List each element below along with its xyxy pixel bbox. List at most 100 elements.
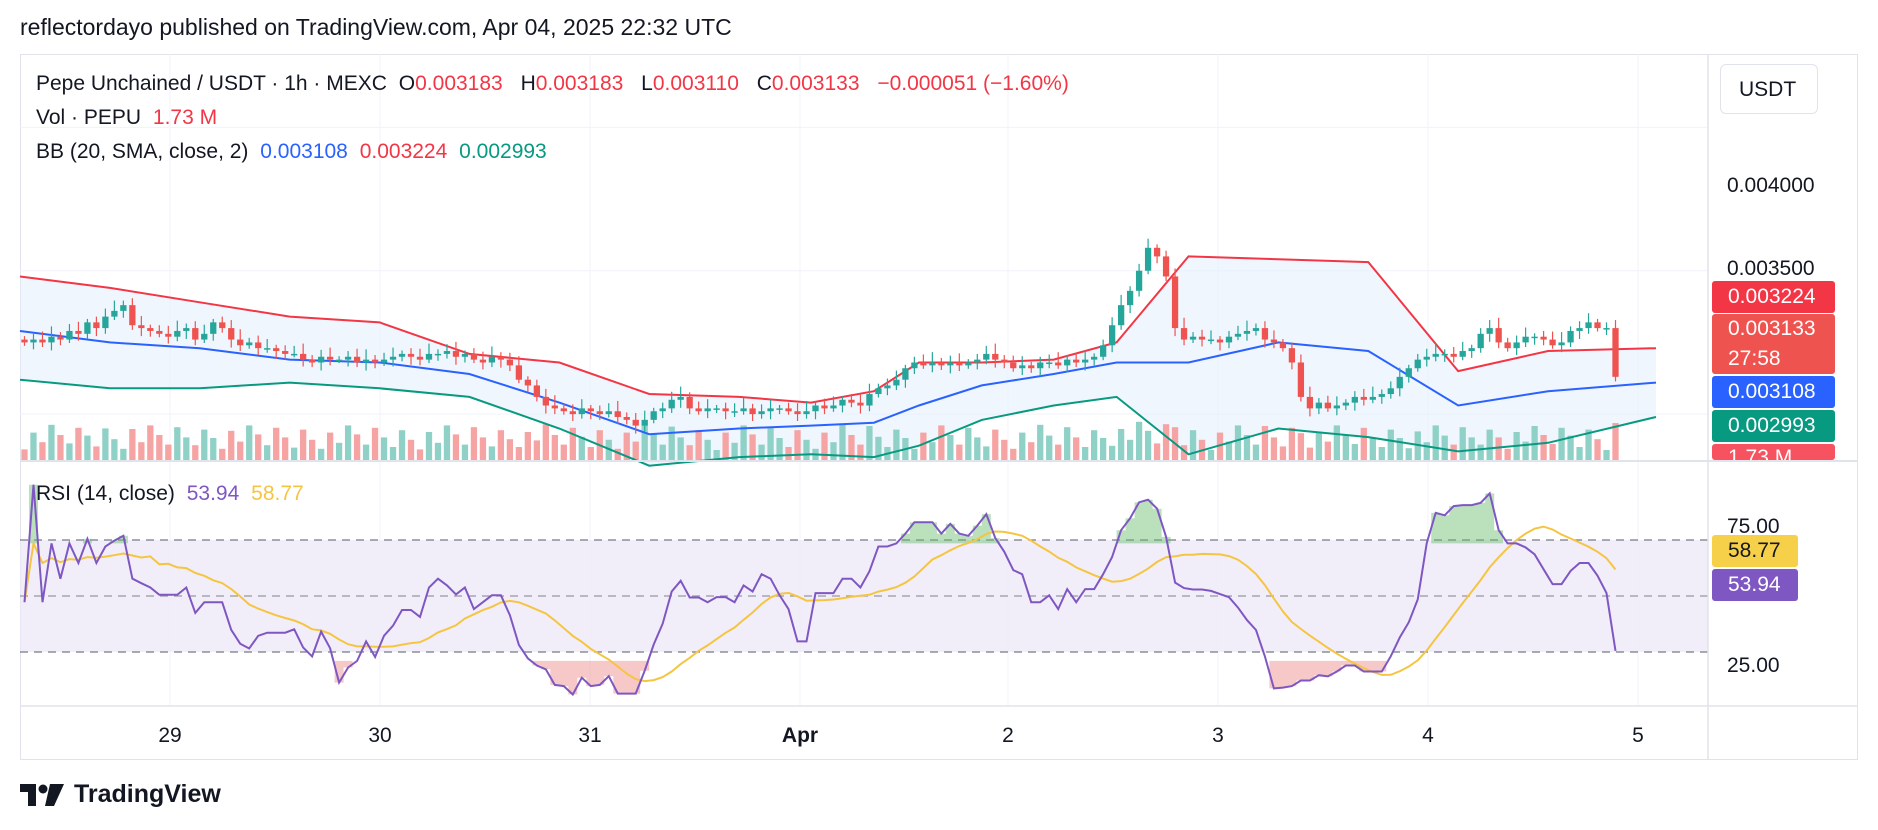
- volume-bar: [93, 446, 100, 460]
- candle-body: [273, 348, 280, 352]
- volume-bar: [111, 439, 118, 460]
- candle-body: [884, 385, 891, 389]
- volume-bar: [1378, 447, 1385, 460]
- candle-body: [1135, 270, 1143, 291]
- volume-bar: [371, 427, 379, 460]
- volume-bar: [1504, 448, 1511, 460]
- candle-body: [623, 416, 630, 420]
- candle-body: [1450, 353, 1457, 357]
- time-tick-29: 29: [158, 724, 181, 747]
- volume-bar: [992, 429, 999, 460]
- candle-body: [1108, 325, 1116, 346]
- candle-body: [1342, 402, 1349, 406]
- volume-bar: [282, 437, 289, 460]
- candle-body: [1162, 256, 1170, 277]
- candle-body: [192, 328, 199, 340]
- candle-body: [767, 408, 774, 412]
- volume-bar: [803, 439, 810, 460]
- candle-body: [66, 330, 73, 340]
- volume-bar: [165, 444, 172, 460]
- tradingview-logo[interactable]: TradingView: [20, 780, 221, 809]
- symbol-title[interactable]: Pepe Unchained / USDT · 1h · MEXC: [36, 72, 387, 95]
- volume-bar: [1387, 429, 1394, 460]
- volume-bar: [1108, 445, 1116, 460]
- volume-bar: [201, 429, 208, 460]
- volume-bar: [911, 448, 918, 460]
- time-axis[interactable]: 29 30 31 Apr 2 3 4 5: [158, 724, 1644, 747]
- volume-bar: [857, 444, 864, 460]
- volume-bar: [1594, 439, 1601, 460]
- candlesticks: [21, 238, 1619, 434]
- high-value: 0.003183: [535, 72, 624, 95]
- volume-label[interactable]: Vol · PEPU: [36, 106, 142, 129]
- candle-body: [749, 408, 756, 415]
- candle-body: [371, 359, 379, 363]
- volume-bar: [1243, 435, 1251, 460]
- volume-bar: [821, 432, 828, 460]
- volume-bar: [1495, 437, 1502, 460]
- volume-bar: [273, 427, 280, 460]
- volume-bar: [219, 448, 226, 460]
- candle-body: [1270, 339, 1278, 343]
- candle-body: [416, 356, 424, 360]
- bb-label[interactable]: BB (20, SMA, close, 2): [36, 140, 249, 163]
- volume-bar: [1567, 435, 1574, 460]
- quote-unit-button[interactable]: USDT: [1720, 64, 1818, 114]
- volume-bar: [1261, 426, 1269, 460]
- candle-body: [1441, 353, 1448, 356]
- volume-bar: [102, 428, 109, 460]
- candle-body: [39, 339, 46, 343]
- volume-bar: [740, 425, 747, 460]
- candle-body: [1055, 362, 1062, 366]
- candle-body: [866, 394, 873, 406]
- volume-bar: [641, 424, 648, 460]
- volume-bar: [1342, 435, 1349, 460]
- candle-body: [533, 385, 540, 397]
- candle-body: [147, 328, 154, 331]
- candle-body: [686, 396, 693, 409]
- volume-bar: [1252, 444, 1260, 460]
- volume-bar: [1333, 425, 1340, 460]
- candle-body: [731, 411, 738, 413]
- candle-body: [1396, 376, 1403, 389]
- volume-bar: [84, 435, 91, 460]
- candle-body: [1126, 290, 1134, 306]
- volume-bar: [1360, 427, 1367, 460]
- time-tick-3: 3: [1212, 724, 1224, 747]
- rsi-label[interactable]: RSI (14, close): [36, 482, 175, 505]
- brand-name: TradingView: [74, 780, 221, 808]
- candle-body: [1540, 336, 1547, 340]
- rsi-ma-value: 58.77: [251, 482, 304, 505]
- candle-body: [1243, 330, 1251, 334]
- volume-bar: [677, 437, 684, 460]
- candle-body: [803, 411, 810, 415]
- chart-frame[interactable]: [20, 54, 1858, 760]
- candle-body: [515, 365, 523, 380]
- candle-body: [479, 359, 487, 363]
- candle-body: [1082, 359, 1089, 363]
- volume-bar: [1585, 429, 1592, 460]
- volume-bar: [515, 447, 523, 460]
- candle-body: [1117, 305, 1125, 326]
- volume-bar: [1001, 439, 1008, 460]
- time-tick-Apr: Apr: [782, 724, 818, 747]
- candle-body: [443, 351, 451, 354]
- candle-body: [1576, 328, 1583, 331]
- volume-bar: [398, 430, 406, 460]
- volume-bar: [1153, 443, 1161, 460]
- candle-body: [1019, 365, 1026, 369]
- candle-body: [174, 330, 181, 337]
- main-legend: Pepe Unchained / USDT · 1h · MEXC O0.003…: [36, 72, 1075, 96]
- volume-bar: [956, 444, 963, 460]
- volume-bar: [542, 424, 549, 460]
- low-label: L: [641, 72, 653, 95]
- candle-body: [992, 353, 999, 360]
- volume-bar: [1396, 438, 1403, 460]
- candle-body: [1486, 328, 1493, 334]
- candle-body: [1010, 362, 1017, 369]
- high-label: H: [520, 72, 536, 95]
- volume-bar: [533, 440, 540, 460]
- volume-bar: [255, 434, 262, 460]
- volume-bar: [1531, 426, 1538, 460]
